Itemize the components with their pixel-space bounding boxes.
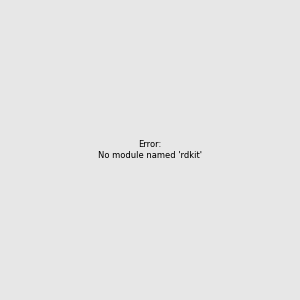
Text: Error:
No module named 'rdkit': Error: No module named 'rdkit' — [98, 140, 202, 160]
